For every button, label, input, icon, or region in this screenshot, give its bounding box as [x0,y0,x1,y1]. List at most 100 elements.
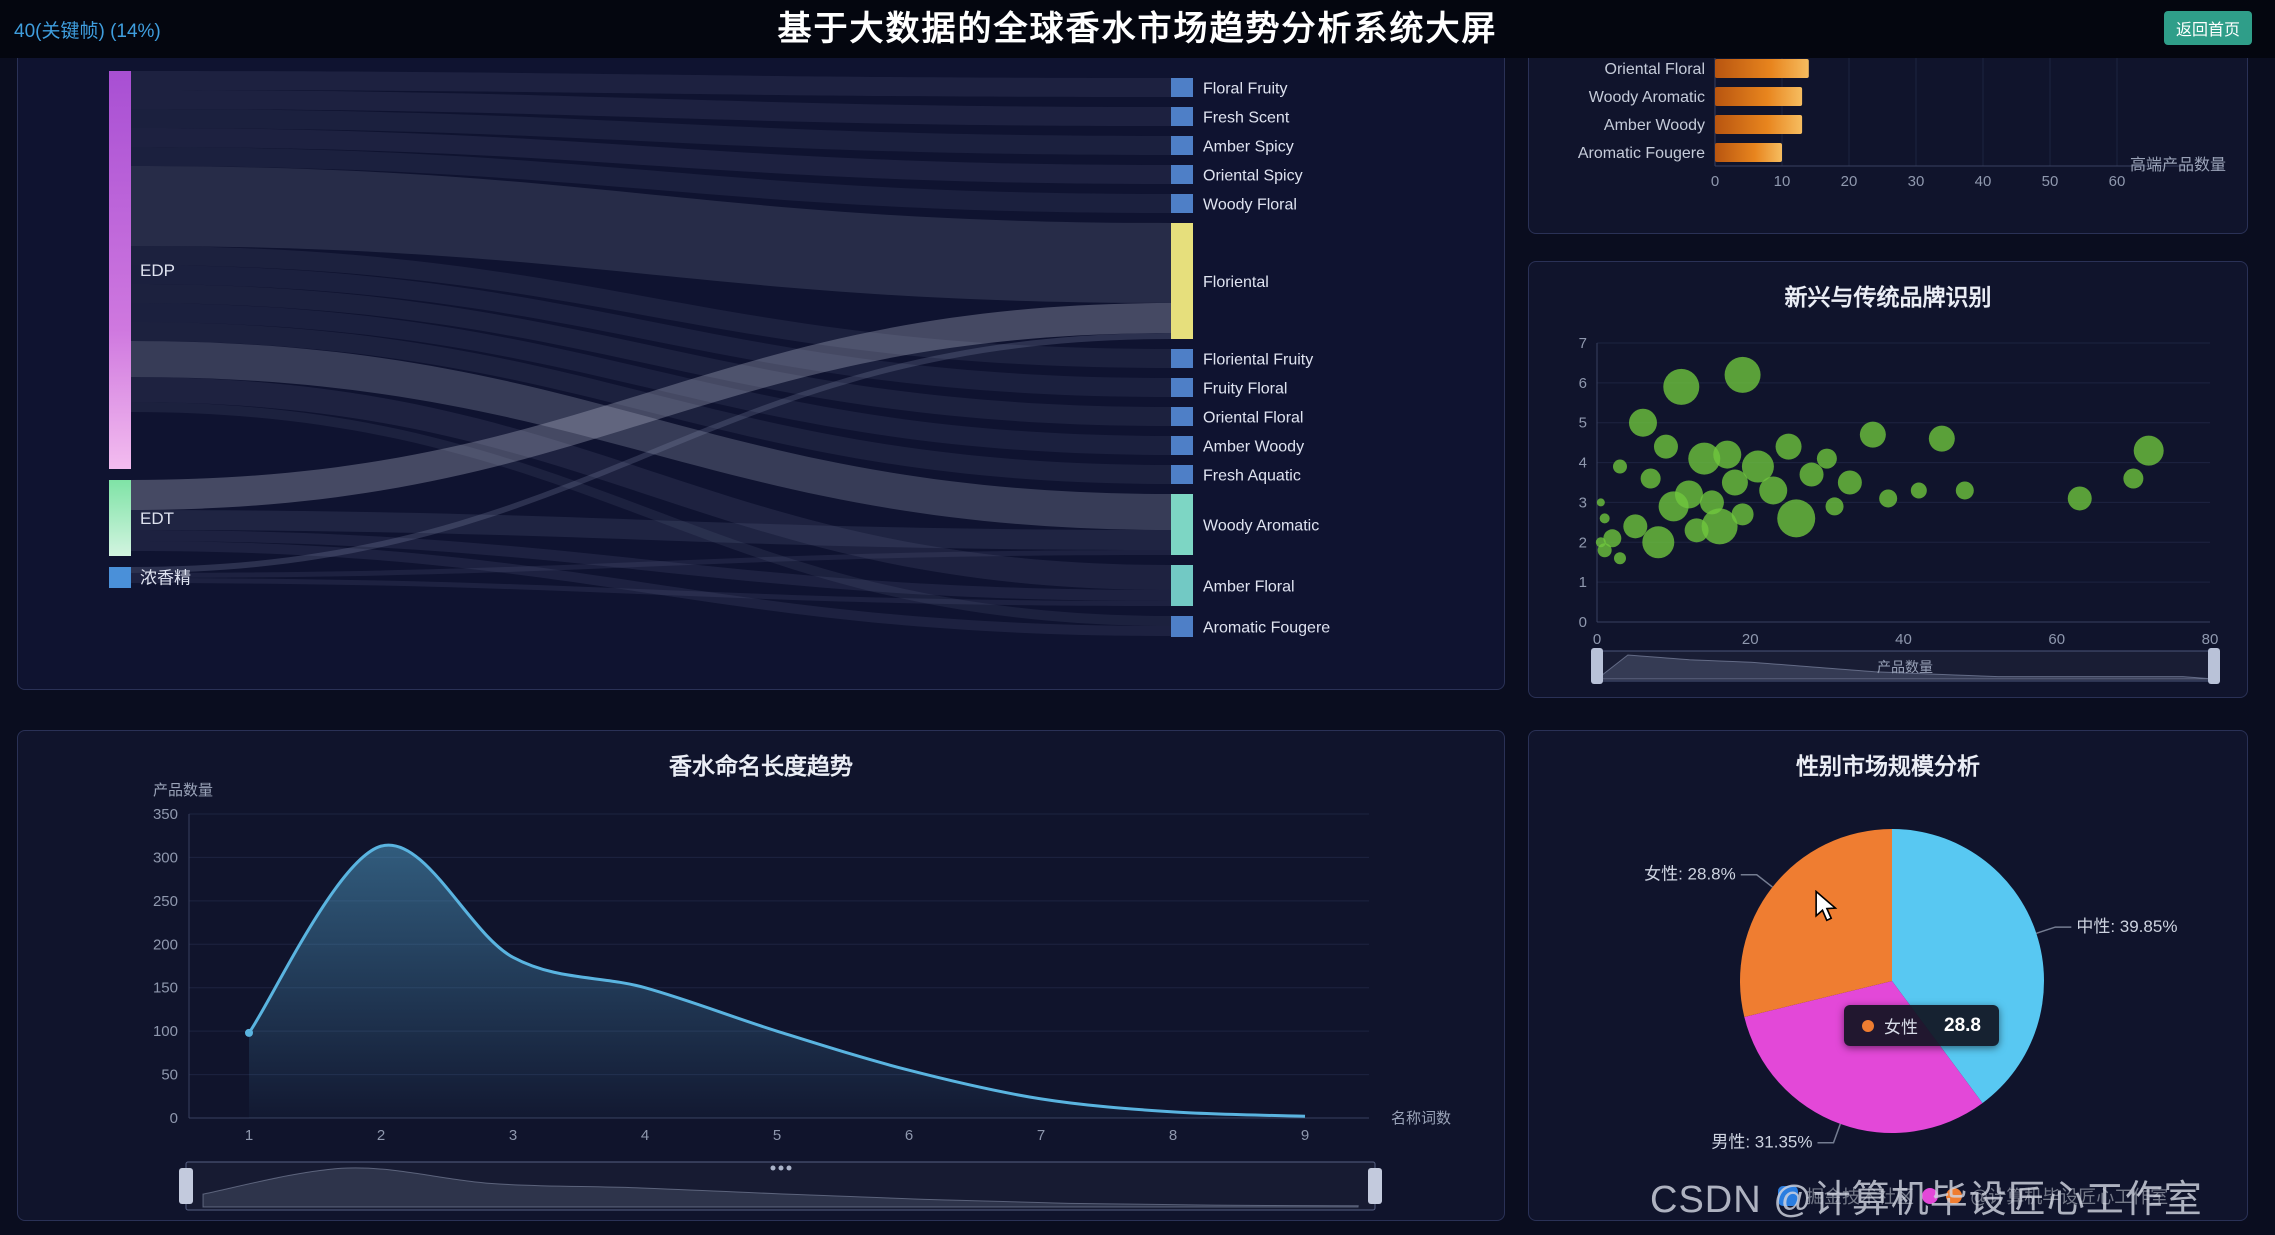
sankey-node[interactable] [1171,616,1193,637]
bubble[interactable] [1640,468,1661,489]
sankey-link[interactable] [131,71,1171,97]
sankey-link[interactable] [131,530,1171,601]
bubble[interactable] [1612,459,1627,474]
slider-handle-right[interactable] [1368,1168,1382,1204]
bubble[interactable] [2133,435,2164,466]
sankey-link[interactable] [131,541,1171,636]
sankey-node[interactable] [1171,465,1193,484]
sankey-link[interactable] [131,333,1171,573]
brand-bubble-chart[interactable]: 0 1 2 3 4 5 6 7 0 20 40 60 80 产品数量 [1529,262,2247,697]
bubble[interactable] [1816,448,1837,469]
sankey-node[interactable] [1171,194,1193,213]
sankey-node[interactable] [109,480,131,556]
bubble[interactable] [1674,480,1703,509]
bubble[interactable] [1599,513,1610,524]
pie-slice[interactable] [1740,829,1892,1017]
sankey-link[interactable] [131,341,1171,530]
sankey-node[interactable] [1171,436,1193,455]
bubble[interactable] [1597,543,1612,558]
bar[interactable] [1715,87,1803,106]
watermark-small: 掘金技术社区 @计算机毕设匠心工作室 [1778,1183,2168,1209]
slider-grip-dot[interactable] [786,1165,792,1171]
slider-handle-left[interactable] [179,1168,193,1204]
bubble[interactable] [1775,433,1802,460]
bubble-datazoom-slider[interactable]: 产品数量 [1591,648,2220,684]
bubble[interactable] [1910,482,1927,499]
sankey-link[interactable] [131,550,1171,578]
bubble[interactable] [1613,552,1626,565]
sankey-link[interactable] [131,128,1171,184]
magenta-dot-icon [1922,1188,1938,1204]
slider-grip-dot[interactable] [770,1165,776,1171]
pie-slice[interactable] [1892,829,2044,1104]
back-home-button[interactable]: 返回首页 [2164,11,2252,45]
sankey-node[interactable] [1171,107,1193,126]
bubble[interactable] [1713,440,1742,469]
bubble[interactable] [1642,526,1675,559]
sankey-node-label: Woody Aromatic [1203,518,1319,535]
bubble[interactable] [1731,503,1754,526]
bubble[interactable] [1701,508,1738,545]
bubble[interactable] [2067,486,2092,511]
slider-handle-right[interactable] [2208,648,2220,684]
slider-grip-dot[interactable] [778,1165,784,1171]
sankey-link[interactable] [131,578,1171,606]
sankey-node[interactable] [1171,78,1193,97]
bubble[interactable] [1741,450,1774,483]
bubble[interactable] [1859,421,1886,448]
bubble[interactable] [1825,497,1844,516]
sankey-link[interactable] [131,109,1171,155]
bubble[interactable] [1759,476,1788,505]
bubble[interactable] [1955,481,1974,500]
sankey-node[interactable] [1171,407,1193,426]
sankey-node[interactable] [109,71,131,469]
sankey-link[interactable] [131,322,1171,484]
sankey-link[interactable] [131,284,1171,426]
sankey-link[interactable] [131,246,1171,368]
bubble[interactable] [1628,408,1657,437]
sankey-link[interactable] [131,265,1171,397]
sankey-node[interactable] [1171,494,1193,555]
bubble[interactable] [1596,498,1605,507]
bubble[interactable] [1777,499,1816,538]
sankey-link[interactable] [131,303,1171,510]
bubble[interactable] [1653,434,1678,459]
bubble[interactable] [1603,529,1622,548]
bar[interactable] [1715,59,1809,78]
sankey-link[interactable] [131,402,1171,626]
data-point[interactable] [245,1028,253,1037]
fragrance-sankey-chart[interactable]: EDP EDT 浓香精 Floral Fruity Fresh Scent Amber S… [18,0,1504,689]
pie-slice[interactable] [1744,981,1983,1133]
bar[interactable] [1715,115,1803,134]
sankey-link[interactable] [131,377,1171,590]
bubble[interactable] [2123,468,2144,489]
sankey-node[interactable] [1171,223,1193,339]
bubble[interactable] [1721,469,1748,496]
sankey-link[interactable] [131,166,1171,303]
slider-handle-left[interactable] [1591,648,1603,684]
sankey-link[interactable] [131,303,1171,455]
bar[interactable] [1715,143,1782,162]
sankey-link[interactable] [131,90,1171,126]
naming-datazoom-slider[interactable] [179,1161,1382,1211]
bubble[interactable] [1663,368,1700,405]
sankey-node[interactable] [109,567,131,588]
bubble[interactable] [1837,470,1862,495]
sankey-node[interactable] [1171,165,1193,184]
sankey-link[interactable] [131,147,1171,213]
bubble[interactable] [1928,425,1955,452]
bubble[interactable] [1724,356,1761,393]
gender-pie-chart[interactable]: 中性: 39.85% 男性: 31.35% 女性: 28.8% [1529,731,2247,1220]
bubble[interactable] [1799,462,1824,487]
sankey-node[interactable] [1171,378,1193,397]
sankey-node[interactable] [1171,349,1193,368]
trend-line[interactable] [247,843,1306,1118]
sankey-link[interactable] [131,510,1171,550]
bubble[interactable] [1623,514,1648,539]
bubble[interactable] [1688,442,1721,475]
bubble[interactable] [1879,489,1898,508]
sankey-node[interactable] [1171,565,1193,606]
sankey-node[interactable] [1171,136,1193,155]
